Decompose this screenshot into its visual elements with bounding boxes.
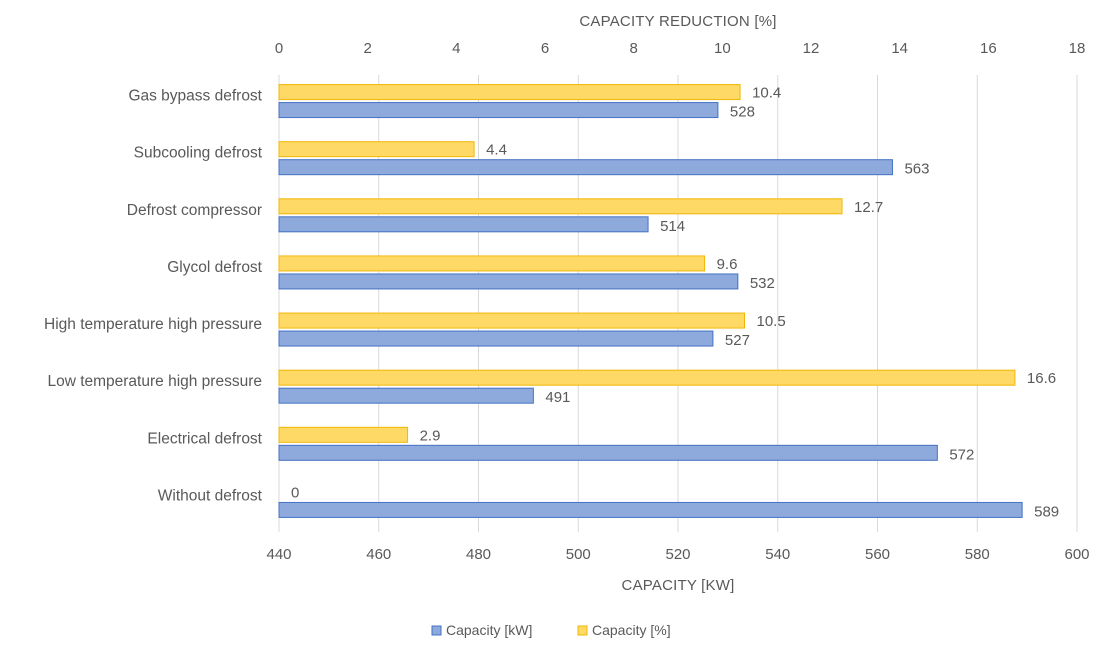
bars [278, 84, 1023, 518]
data-label-kw: 589 [1034, 503, 1059, 520]
legend-swatch-kw [431, 625, 442, 636]
bottom-tick-label: 560 [865, 546, 890, 563]
bottom-tick-label: 520 [665, 546, 690, 563]
category-label: High temperature high pressure [44, 316, 262, 333]
bottom-tick-label: 480 [466, 546, 491, 563]
bottom-tick-label: 460 [366, 546, 391, 563]
top-axis-ticks: 0 2 4 6 8 10 12 14 16 18 [275, 40, 1086, 57]
bar-capacity-pct [278, 84, 741, 101]
data-labels: 10.4 528 4.4 563 12.7 514 9.6 532 10.5 527 16.6 491… [291, 85, 1059, 521]
bar-capacity-kw [278, 216, 649, 233]
category-labels: Gas bypass defrost Subcooling defrost Defr… [44, 88, 263, 505]
top-tick-label: 6 [541, 40, 549, 57]
data-label-kw: 563 [904, 161, 929, 178]
top-tick-label: 8 [629, 40, 637, 57]
data-label-kw: 527 [725, 332, 750, 349]
bar-capacity-pct [278, 312, 745, 329]
category-label: Subcooling defrost [134, 145, 263, 162]
data-label-kw: 491 [545, 389, 570, 406]
bar-capacity-pct [278, 426, 409, 443]
bottom-tick-label: 500 [566, 546, 591, 563]
data-label-pct: 12.7 [854, 199, 883, 216]
bar-capacity-kw [278, 102, 719, 119]
data-label-kw: 528 [730, 104, 755, 121]
data-label-pct: 4.4 [486, 142, 507, 159]
category-label: Without defrost [158, 487, 263, 504]
top-tick-label: 14 [891, 40, 908, 57]
data-label-pct: 9.6 [717, 256, 738, 273]
data-label-kw: 572 [949, 446, 974, 463]
bar-capacity-kw [278, 387, 534, 404]
legend: Capacity [kW] Capacity [%] [431, 622, 671, 638]
bar-capacity-pct [278, 255, 706, 272]
bottom-tick-label: 540 [765, 546, 790, 563]
bottom-tick-label: 440 [266, 546, 291, 563]
top-tick-label: 4 [452, 40, 460, 57]
top-tick-label: 16 [980, 40, 997, 57]
bottom-tick-label: 580 [965, 546, 990, 563]
bar-capacity-kw [278, 273, 739, 290]
top-tick-label: 2 [363, 40, 371, 57]
bar-capacity-kw [278, 159, 893, 176]
category-label: Gas bypass defrost [128, 88, 262, 105]
category-label: Glycol defrost [167, 259, 262, 276]
data-label-pct: 0 [291, 484, 299, 501]
bottom-axis-ticks: 440 460 480 500 520 540 560 580 600 [266, 546, 1089, 563]
legend-label-pct: Capacity [%] [592, 622, 671, 638]
category-label: Low temperature high pressure [47, 373, 262, 390]
bar-capacity-kw [278, 501, 1023, 518]
top-tick-label: 12 [803, 40, 820, 57]
bottom-axis-title: CAPACITY [KW] [622, 577, 735, 594]
category-label: Defrost compressor [127, 202, 262, 219]
bar-capacity-pct [278, 198, 843, 215]
bar-capacity-pct [278, 369, 1016, 386]
data-label-pct: 2.9 [420, 427, 441, 444]
top-tick-label: 0 [275, 40, 283, 57]
data-label-pct: 16.6 [1027, 370, 1056, 387]
data-label-pct: 10.4 [752, 85, 781, 102]
category-label: Electrical defrost [147, 430, 262, 447]
top-tick-label: 10 [714, 40, 731, 57]
data-label-pct: 10.5 [757, 313, 786, 330]
data-label-kw: 532 [750, 275, 775, 292]
legend-swatch-pct [577, 625, 588, 636]
bar-capacity-pct [278, 141, 475, 158]
legend-label-kw: Capacity [kW] [446, 622, 532, 638]
data-label-kw: 514 [660, 218, 685, 235]
bar-capacity-kw [278, 444, 938, 461]
top-axis-title: CAPACITY REDUCTION [%] [579, 13, 776, 30]
bar-capacity-kw [278, 330, 714, 347]
bottom-tick-label: 600 [1064, 546, 1089, 563]
top-tick-label: 18 [1069, 40, 1086, 57]
